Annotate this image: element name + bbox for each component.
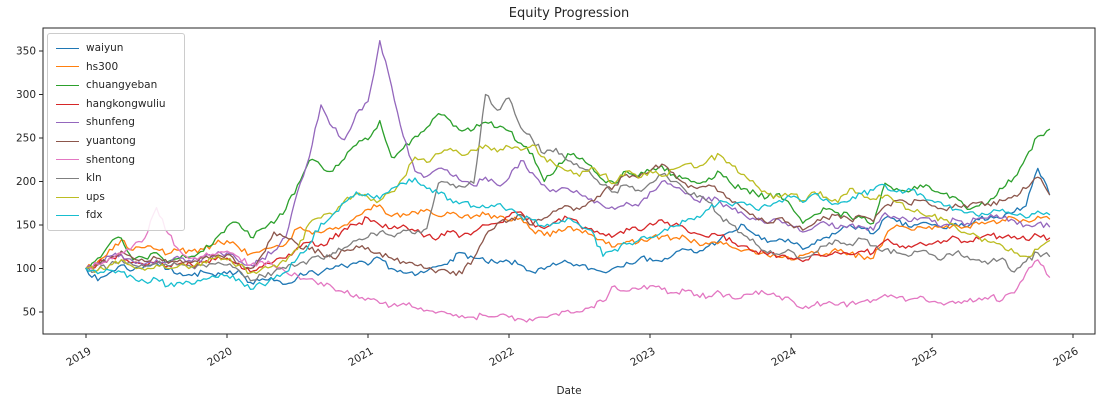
y-tick-label: 150 (16, 220, 36, 232)
legend-line-kln (56, 177, 79, 179)
legend: waiyun hs300 chuangyeban hangkongwuliu shunf… (47, 33, 185, 231)
chart-title: Equity Progression (508, 6, 630, 21)
legend-label-hangkongwuliu: hangkongwuliu (86, 97, 166, 110)
x-tick-label: 2020 (205, 345, 234, 369)
legend-line-shunfeng (56, 122, 79, 124)
series-line-shentong (85, 206, 1051, 323)
y-tick-label: 200 (16, 176, 36, 188)
axes-spines (42, 27, 1096, 335)
legend-label-chuangyeban: chuangyeban (86, 79, 158, 92)
x-tick-label: 2021 (346, 345, 375, 369)
series-line-chuangyeban (85, 112, 1051, 270)
x-axis-label: Date (556, 385, 582, 397)
x-tick-label: 2019 (64, 345, 93, 369)
legend-label-fdx: fdx (86, 209, 103, 222)
x-tick-label: 2022 (487, 345, 516, 369)
series-lines (85, 39, 1051, 323)
legend-item-shentong: shentong (56, 151, 176, 170)
legend-item-ups: ups (56, 188, 176, 207)
legend-item-hangkongwuliu: hangkongwuliu (56, 95, 176, 114)
legend-label-yuantong: yuantong (86, 135, 136, 148)
x-tick-label: 2026 (1051, 345, 1080, 369)
legend-item-yuantong: yuantong (56, 132, 176, 151)
legend-label-shunfeng: shunfeng (86, 116, 135, 129)
y-tick-label: 50 (23, 307, 36, 319)
y-axis-ticks: 50 100 150 200 250 300 350 (16, 46, 43, 319)
legend-item-kln: kln (56, 169, 176, 188)
x-tick-label: 2025 (910, 345, 939, 369)
legend-line-ups (56, 196, 79, 198)
legend-line-yuantong (56, 140, 79, 142)
legend-line-fdx (56, 215, 79, 217)
legend-line-shentong (56, 159, 79, 161)
y-tick-label: 250 (16, 133, 36, 145)
series-line-shunfeng (85, 39, 1051, 270)
series-line-fdx (85, 177, 1051, 291)
legend-line-waiyun (56, 47, 79, 49)
legend-item-fdx: fdx (56, 206, 176, 225)
series-line-hs300 (85, 204, 1051, 270)
x-tick-label: 2024 (769, 345, 798, 369)
legend-item-shunfeng: shunfeng (56, 113, 176, 132)
legend-line-hs300 (56, 66, 79, 68)
series-line-kln (85, 93, 1051, 282)
series-line-yuantong (85, 163, 1051, 277)
legend-item-hs300: hs300 (56, 58, 176, 77)
legend-item-waiyun: waiyun (56, 39, 176, 58)
x-tick-label: 2023 (628, 345, 657, 369)
y-tick-label: 350 (16, 46, 36, 58)
series-line-ups (85, 144, 1051, 275)
y-tick-label: 300 (16, 89, 36, 101)
legend-label-waiyun: waiyun (86, 42, 124, 55)
legend-label-hs300: hs300 (86, 60, 119, 73)
legend-label-shentong: shentong (86, 153, 136, 166)
legend-line-hangkongwuliu (56, 103, 79, 105)
x-axis-ticks: 2019 2020 2021 2022 2023 2024 2025 2026 (64, 334, 1081, 369)
y-tick-label: 100 (16, 263, 36, 275)
legend-label-kln: kln (86, 172, 102, 185)
legend-line-chuangyeban (56, 84, 79, 86)
legend-item-chuangyeban: chuangyeban (56, 76, 176, 95)
legend-label-ups: ups (86, 190, 105, 203)
